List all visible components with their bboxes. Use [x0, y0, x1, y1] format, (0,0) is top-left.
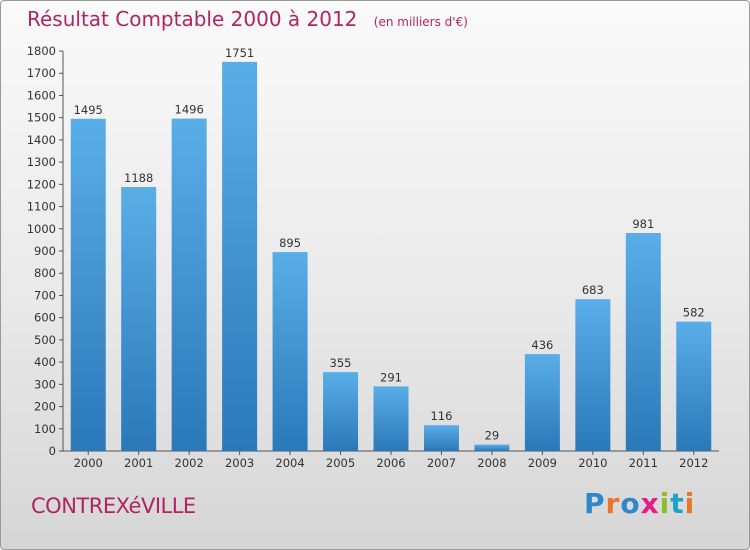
- x-tick-label: 2008: [477, 456, 506, 470]
- bar: [575, 299, 611, 451]
- chart-subtitle: (en milliers d'€): [373, 15, 468, 29]
- y-tick-label: 100: [34, 422, 56, 436]
- x-tick-label: 2011: [629, 456, 658, 470]
- y-tick-label: 400: [34, 355, 56, 369]
- y-tick-label: 700: [34, 288, 56, 302]
- x-tick-label: 2006: [376, 456, 405, 470]
- y-tick-label: 900: [34, 244, 56, 258]
- y-tick-label: 300: [34, 377, 56, 391]
- y-tick-label: 200: [34, 400, 56, 414]
- bar: [70, 118, 106, 452]
- data-label: 1751: [225, 46, 254, 60]
- x-tick-label: 2004: [275, 456, 304, 470]
- data-label: 1495: [74, 103, 103, 117]
- x-tick-label: 2001: [124, 456, 153, 470]
- data-label: 895: [279, 236, 301, 250]
- data-label: 683: [582, 283, 604, 297]
- y-tick-label: 1000: [27, 222, 56, 236]
- brand-letter: t: [670, 487, 685, 520]
- bar: [171, 118, 207, 452]
- bar: [474, 444, 510, 451]
- y-tick-label: 1800: [27, 44, 56, 58]
- chart-title-text: Résultat Comptable 2000 à 2012: [27, 7, 358, 31]
- y-tick-label: 1200: [27, 177, 56, 191]
- x-tick-label: 2002: [175, 456, 204, 470]
- y-tick-label: 800: [34, 266, 56, 280]
- bar: [625, 233, 661, 451]
- y-tick-label: 600: [34, 311, 56, 325]
- bar: [373, 386, 409, 451]
- x-tick-label: 2010: [578, 456, 607, 470]
- chart-title: Résultat Comptable 2000 à 2012 (en milli…: [27, 7, 468, 31]
- y-tick-label: 1600: [27, 88, 56, 102]
- bar: [423, 425, 459, 451]
- bar: [272, 252, 308, 451]
- data-label: 1188: [124, 171, 153, 185]
- brand-letter: r: [605, 487, 621, 520]
- brand-letter: i: [659, 487, 671, 520]
- x-tick-label: 2005: [326, 456, 355, 470]
- bar: [524, 354, 560, 451]
- bar: [222, 61, 258, 452]
- y-tick-label: 1100: [27, 200, 56, 214]
- y-tick-label: 1700: [27, 66, 56, 80]
- y-tick-label: 1300: [27, 155, 56, 169]
- y-tick-label: 1400: [27, 133, 56, 147]
- brand-letter: P: [584, 487, 606, 520]
- brand-letter: x: [640, 487, 660, 520]
- bar: [676, 321, 712, 451]
- data-label: 436: [531, 338, 553, 352]
- proxiti-logo: Proxiti: [584, 487, 695, 520]
- x-tick-label: 2009: [528, 456, 557, 470]
- y-tick-label: 1500: [27, 111, 56, 125]
- x-tick-label: 2012: [679, 456, 708, 470]
- data-label: 1496: [175, 103, 204, 117]
- data-label: 981: [632, 217, 654, 231]
- y-tick-label: 500: [34, 333, 56, 347]
- bar: [323, 372, 359, 451]
- data-label: 355: [330, 356, 352, 370]
- bar: [121, 187, 157, 451]
- brand-letter: i: [684, 487, 696, 520]
- data-label: 291: [380, 370, 402, 384]
- x-tick-label: 2003: [225, 456, 254, 470]
- y-tick-label: 0: [49, 444, 56, 458]
- data-label: 116: [430, 409, 452, 423]
- data-label: 582: [683, 306, 705, 320]
- commune-name: CONTREXéVILLE: [31, 494, 196, 518]
- brand-letter: o: [620, 487, 641, 520]
- x-tick-label: 2000: [74, 456, 103, 470]
- data-label: 29: [485, 429, 500, 443]
- x-tick-label: 2007: [427, 456, 456, 470]
